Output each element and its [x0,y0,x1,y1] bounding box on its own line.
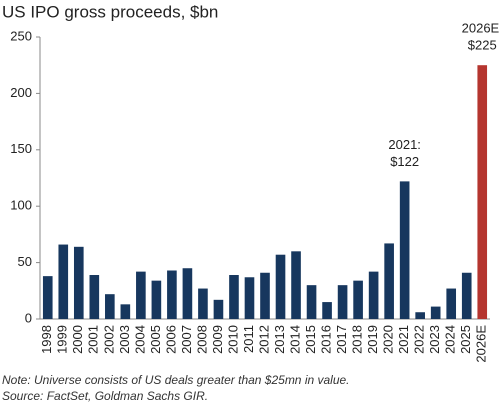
x-tick-label: 2002 [101,325,116,354]
bar [182,268,193,319]
x-tick-label: 2015 [303,325,318,354]
bar [291,251,301,319]
y-tick-label: 100 [10,198,32,213]
x-tick-label: 2014 [287,325,302,354]
bar [198,288,208,319]
y-tick-label: 200 [10,85,32,100]
x-tick-label: 2000 [70,325,85,354]
x-tick-label: 2012 [256,325,271,354]
bar [461,272,472,319]
bar [399,181,410,319]
x-tick-label: 2020 [381,325,396,354]
x-tick-label: 2006 [163,325,178,354]
bar [368,271,379,319]
bar [446,288,457,319]
x-tick-label: 2017 [334,325,349,354]
x-tick-label: 2010 [225,325,240,354]
bar [73,246,84,319]
x-tick-label: 2022 [412,325,427,354]
x-tick-label: 2019 [365,325,380,354]
bar [105,294,115,319]
value-label: $225 [468,38,497,53]
x-tick-label: 2013 [272,325,287,354]
x-tick-label: 2001 [86,325,101,354]
bar [229,275,239,319]
x-tick-label: 2023 [427,325,442,354]
x-tick-label: 2005 [148,325,163,354]
bar [136,271,146,319]
value-label: $122 [390,154,419,169]
bar [353,280,363,319]
x-tick-label: 2011 [241,325,256,353]
x-tick-label: 2021 [396,325,411,354]
bar [430,306,441,319]
bar [275,254,286,319]
bar [322,302,332,319]
bar [244,277,255,319]
x-tick-label: 1998 [39,325,54,354]
x-tick-label: 2004 [132,325,147,354]
y-tick-label: 250 [10,28,32,43]
bar [306,285,317,319]
x-tick-label: 1999 [55,325,70,354]
bar [151,280,162,319]
x-tick-label: 2026E [474,325,489,363]
x-tick-label: 2024 [443,325,458,354]
annotation-title: 2026E: [462,21,500,36]
x-tick-label: 2008 [194,325,209,354]
x-tick-label: 2009 [210,325,225,354]
x-tick-label: 2016 [319,325,334,354]
x-tick-label: 2007 [179,325,194,354]
bar [384,243,394,319]
note: Note: Universe consists of US deals grea… [2,373,350,387]
bar [120,304,131,319]
y-tick-label: 0 [25,310,32,325]
bar [89,275,100,319]
x-tick-label: 2003 [117,325,132,354]
bar [477,65,488,319]
bar [42,276,53,319]
y-tick-label: 50 [18,254,32,269]
bar [337,285,348,319]
y-tick-label: 150 [10,141,32,156]
bar [58,244,69,319]
source: Source: FactSet, Goldman Sachs GIR. [2,389,208,403]
bar [213,299,224,319]
x-tick-label: 2025 [458,325,473,354]
x-tick-label: 2018 [350,325,365,354]
bar [167,270,177,319]
bar [415,312,425,319]
bar [260,272,270,319]
chart-title: US IPO gross proceeds, $bn [2,2,218,21]
annotation-title: 2021: [388,137,421,152]
